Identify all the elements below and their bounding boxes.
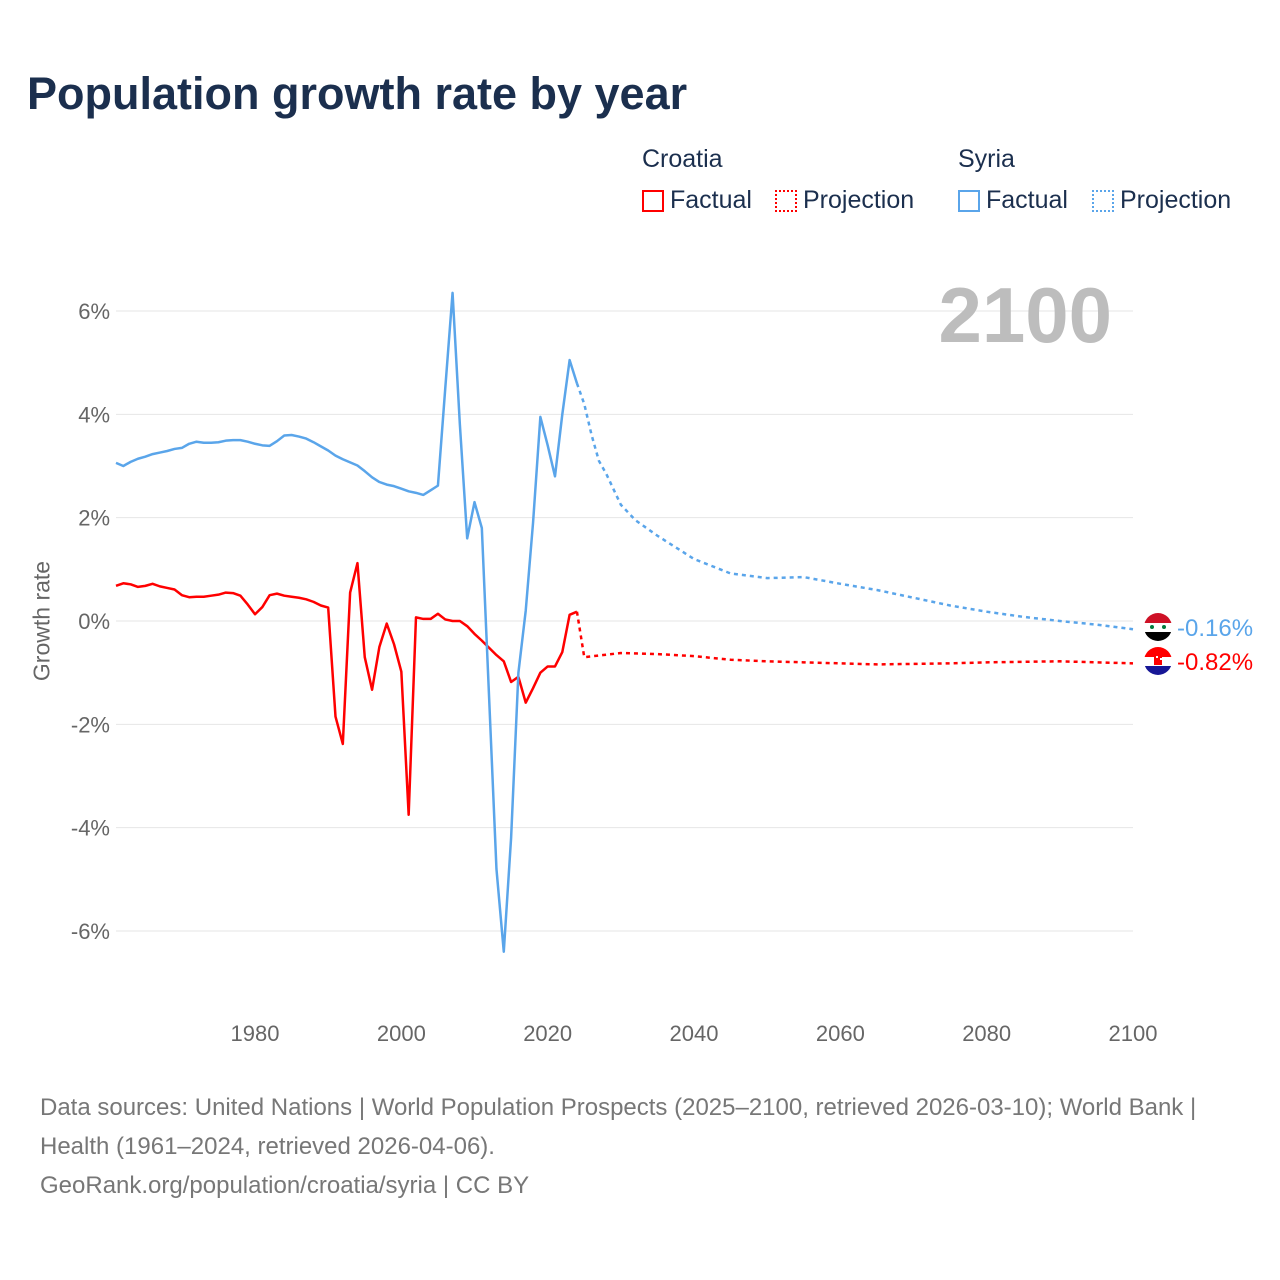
dotted-swatch-icon [775, 189, 797, 212]
y-tick-label: 4% [78, 402, 110, 427]
footer: Data sources: United Nations | World Pop… [40, 1088, 1240, 1205]
x-tick-label: 2100 [1109, 1021, 1158, 1046]
footer-link[interactable]: GeoRank.org/population/croatia/syria | C… [40, 1172, 530, 1199]
syria-end-label: -0.16% [1177, 615, 1253, 642]
legend-syria-projection[interactable]: Projection [1092, 186, 1231, 215]
y-axis-label: Growth rate [28, 560, 55, 682]
croatia-projection-line [575, 611, 1134, 666]
legend-group-syria: Syria [958, 145, 1015, 173]
x-tick-label: 2000 [377, 1021, 426, 1046]
y-tick-label: 6% [78, 299, 110, 324]
legend-label: Projection [1120, 186, 1232, 214]
syria-factual-line [115, 291, 579, 953]
x-tick-label: 1980 [231, 1021, 280, 1046]
solid-swatch-icon [958, 189, 980, 212]
legend-group-croatia: Croatia [642, 145, 723, 173]
y-tick-label: -2% [71, 712, 110, 737]
croatia-factual-line [115, 561, 578, 817]
syria-projection-line [575, 382, 1134, 631]
legend-label: Factual [986, 186, 1068, 214]
y-tick-label: -4% [71, 816, 110, 841]
x-tick-label: 2060 [816, 1021, 865, 1046]
legend-label: Factual [670, 186, 752, 214]
data-sources: Data sources: United Nations | World Pop… [40, 1094, 1197, 1160]
croatia-end-label: -0.82% [1177, 649, 1253, 676]
x-tick-label: 2080 [962, 1021, 1011, 1046]
page-title: Population growth rate by year [27, 68, 688, 119]
syria-flag-icon [1144, 613, 1172, 641]
legend-syria-factual[interactable]: Factual [958, 186, 1068, 215]
y-tick-label: 2% [78, 506, 110, 531]
croatia-flag-icon [1144, 647, 1172, 675]
dotted-swatch-icon [1092, 189, 1114, 212]
legend-croatia-factual[interactable]: Factual [642, 186, 752, 215]
legend-label: Projection [803, 186, 915, 214]
legend-croatia-projection[interactable]: Projection [775, 186, 914, 215]
y-tick-label: -6% [71, 919, 110, 944]
x-tick-label: 2040 [670, 1021, 719, 1046]
current-year-label: 2100 [938, 271, 1112, 359]
solid-swatch-icon [642, 189, 664, 212]
y-tick-label: 0% [78, 609, 110, 634]
x-tick-label: 2020 [523, 1021, 572, 1046]
